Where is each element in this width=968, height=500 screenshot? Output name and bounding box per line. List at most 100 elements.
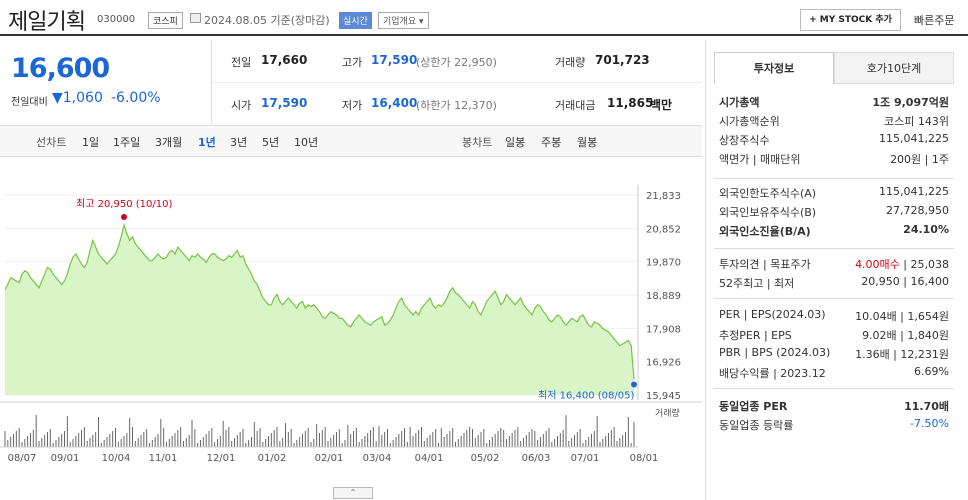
info-row: 동일업종 등락률 -7.50% [719, 417, 949, 433]
info-row-value: 9.02배 | 1,840원 [862, 329, 949, 342]
tab-3m[interactable]: 3개월 [155, 136, 183, 149]
volume-label: 거래량 [555, 56, 586, 69]
info-row-label: 52주최고 | 최저 [719, 277, 795, 290]
tab-3y[interactable]: 3년 [230, 136, 248, 149]
info-row: 추정PER | EPS 9.02배 | 1,840원 [719, 327, 949, 343]
low-marker [631, 381, 637, 388]
price-box [0, 40, 212, 124]
my-stock-add-button[interactable]: + MY STOCK 추가 [800, 9, 901, 31]
info-row-value: 코스피 143위 [884, 115, 949, 128]
prev-label: 전일 [231, 56, 252, 69]
info-row-label: 액면가 | 매매단위 [719, 153, 801, 166]
high-marker [121, 213, 127, 220]
info-row: 외국인한도주식수(A) 115,041,225 [719, 185, 949, 201]
info-row: 상장주식수 115,041,225 [719, 132, 949, 148]
tab-daily-candle[interactable]: 일봉 [505, 136, 526, 149]
x-tick-label: 12/01 [207, 453, 236, 464]
x-tick-label: 07/01 [571, 453, 600, 464]
x-tick-label: 09/01 [51, 453, 80, 464]
x-tick-label: 10/04 [102, 453, 131, 464]
low-value: 16,400 [371, 96, 418, 110]
price-area [5, 225, 634, 395]
info-row-label: 배당수익률 | 2023.12 [719, 367, 826, 380]
date-text: 2024.08.05 기준(장마감) [204, 14, 330, 27]
info-row-label: 투자의견 | 목표주가 [719, 258, 811, 271]
info-row-value: 27,728,950 [886, 204, 949, 217]
volume-value: 701,723 [595, 53, 650, 67]
info-row-label: 외국인소진율(B/A) [719, 225, 811, 238]
upper-limit: (상한가 22,950) [416, 56, 497, 69]
info-row-value: 200원 | 1주 [890, 153, 949, 166]
info-row-value: 11.70배 [904, 400, 949, 413]
volume-label: 거래량 [655, 407, 680, 419]
current-price: 16,600 [11, 53, 110, 84]
y-tick-label: 19,870 [646, 258, 681, 269]
info-row: 투자의견 | 목표주가 4.00매수 | 25,038 [719, 256, 949, 272]
high-label: 고가 [342, 56, 363, 69]
tab-orderbook[interactable]: 호가10단계 [834, 52, 954, 84]
price-chart: 21,833 20,852 19,870 18,889 17,908 16,926 15,9… [0, 185, 702, 464]
realtime-button[interactable]: 실시간 [339, 12, 372, 29]
tab-weekly-candle[interactable]: 주봉 [541, 136, 562, 149]
x-tick-label: 08/01 [630, 453, 659, 464]
y-tick-label: 15,945 [646, 391, 681, 402]
header-bar [0, 0, 968, 36]
quick-order-button[interactable]: 빠른주문 [914, 14, 955, 27]
x-tick-label: 02/01 [315, 453, 344, 464]
tab-1d[interactable]: 1일 [82, 136, 100, 149]
info-row: 동일업종 PER 11.70배 [719, 398, 949, 414]
info-row: 외국인소진율(B/A) 24.10% [719, 223, 949, 239]
tab-10y[interactable]: 10년 [294, 136, 319, 149]
info-row-value: 115,041,225 [879, 132, 949, 145]
tab-1y[interactable]: 1년 [198, 136, 216, 149]
info-row: 시가총액순위 코스피 143위 [719, 113, 949, 129]
company-overview-dropdown[interactable]: 기업개요 ▾ [378, 12, 429, 29]
y-tick-label: 20,852 [646, 224, 681, 235]
amount-value: 11,865 [607, 96, 654, 110]
info-row: PBR | BPS (2024.03) 1.36배 | 12,231원 [719, 346, 949, 361]
info-row-label: 시가총액순위 [719, 115, 780, 128]
candle-chart-label: 봉차트 [462, 136, 493, 149]
tab-1w[interactable]: 1주일 [113, 136, 141, 149]
stock-code: 030000 [97, 14, 136, 25]
y-tick-label: 17,908 [646, 324, 681, 335]
x-tick-label: 04/01 [415, 453, 444, 464]
info-row: 외국인보유주식수(B) 27,728,950 [719, 204, 949, 220]
prev-value: 17,660 [261, 53, 308, 67]
x-tick-label: 01/02 [258, 453, 287, 464]
calendar-icon [190, 13, 201, 23]
tab-monthly-candle[interactable]: 월봉 [577, 136, 598, 149]
info-row-label: PER | EPS(2024.03) [719, 308, 826, 321]
info-row-value: 1.36배 | 12,231원 [855, 348, 949, 361]
info-row-value: 10.04배 | 1,654원 [855, 310, 949, 323]
panel-divider [714, 388, 954, 389]
y-tick-label: 16,926 [646, 358, 681, 369]
info-row: 52주최고 | 최저 20,950 | 16,400 [719, 275, 949, 291]
info-row-label: 외국인보유주식수(B) [719, 206, 817, 219]
info-row: 배당수익률 | 2023.12 6.69% [719, 365, 949, 381]
low-label: 저가 [342, 99, 363, 112]
info-row-value: 20,950 | 16,400 [861, 275, 949, 288]
info-row-label: 동일업종 PER [719, 400, 788, 413]
info-row-value: 6.69% [914, 365, 949, 378]
open-label: 시가 [231, 99, 252, 112]
x-tick-label: 08/07 [8, 453, 37, 464]
y-tick-label: 21,833 [646, 191, 681, 202]
info-row-value: 1조 9,097억원 [872, 96, 949, 109]
tab-invest-info[interactable]: 투자정보 [714, 52, 834, 84]
info-row-label: 시가총액 [719, 96, 760, 109]
market-badge: 코스피 [148, 12, 183, 29]
info-row-label: 상장주식수 [719, 134, 770, 147]
chart-tabs-bar: 선차트 1일 1주일 3개월 1년 3년 5년 10년 봉차트 일봉 주봉 월봉 [0, 125, 702, 157]
stock-title: 제일기획 [8, 10, 86, 35]
lower-limit: (하한가 12,370) [416, 99, 497, 112]
change-label: 전일대비 [11, 97, 48, 108]
info-row-value: 24.10% [903, 223, 949, 236]
info-row-value: 115,041,225 [879, 185, 949, 198]
info-row-label: 외국인한도주식수(A) [719, 187, 817, 200]
tab-5y[interactable]: 5년 [262, 136, 280, 149]
collapse-chart-button[interactable]: ⌃ [333, 487, 373, 499]
panel-divider [714, 178, 954, 179]
info-row-label: 추정PER | EPS [719, 329, 792, 342]
high-value: 17,590 [371, 53, 418, 67]
